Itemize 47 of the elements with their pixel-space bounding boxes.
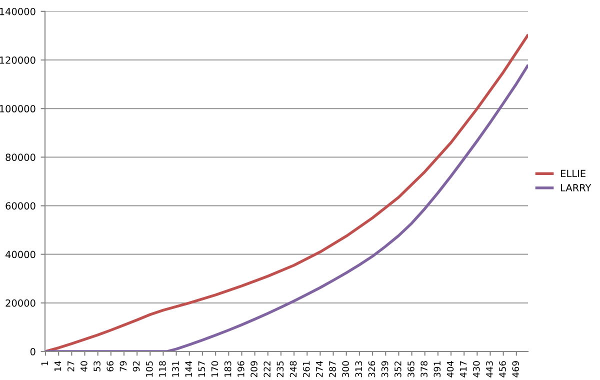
x-tick-label: 378 — [420, 361, 428, 378]
y-tick-label: 60000 — [6, 202, 36, 210]
y-tick-label: 140000 — [0, 8, 36, 16]
x-tick-label: 261 — [302, 361, 310, 378]
x-tick-label: 66 — [106, 361, 114, 372]
x-tick-label: 274 — [316, 361, 323, 378]
x-tick-label: 352 — [394, 361, 402, 378]
x-tick-label: 313 — [355, 361, 362, 378]
x-tick-label: 417 — [460, 361, 467, 378]
y-tick-label: 120000 — [0, 56, 36, 64]
y-tick-label: 0 — [30, 348, 36, 356]
x-tick-label: 196 — [238, 361, 244, 377]
x-tick-label: 79 — [120, 361, 127, 372]
x-tick-label: 105 — [146, 361, 153, 377]
x-tick-label: 222 — [264, 361, 270, 378]
x-tick-label: 118 — [159, 361, 166, 377]
x-tick-label: 92 — [132, 361, 140, 372]
x-tick-label: 456 — [499, 361, 506, 378]
x-tick-label: 14 — [54, 361, 62, 372]
x-tick-label: 300 — [342, 361, 349, 378]
x-tick-label: 170 — [211, 361, 218, 377]
x-tick-label: 404 — [446, 361, 454, 378]
x-tick-label: 430 — [472, 361, 480, 378]
x-tick-label: 287 — [329, 361, 336, 378]
legend-label: ELLIE — [561, 170, 586, 177]
x-tick-label: 131 — [172, 361, 179, 377]
x-tick-label: 469 — [512, 361, 520, 378]
x-tick-label: 183 — [224, 361, 232, 377]
y-tick-label: 40000 — [6, 250, 36, 258]
y-tick-label: 80000 — [6, 154, 36, 161]
x-tick-label: 443 — [486, 361, 493, 378]
x-tick-label: 40 — [80, 361, 88, 372]
x-tick-label: 27 — [67, 361, 74, 372]
legend-label: LARRY — [561, 184, 592, 192]
x-tick-label: 391 — [434, 361, 441, 378]
x-tick-label: 1 — [41, 361, 48, 366]
x-tick-label: 144 — [185, 361, 192, 377]
y-tick-label: 20000 — [6, 299, 36, 307]
x-tick-label: 326 — [368, 361, 376, 378]
x-tick-label: 157 — [198, 361, 206, 377]
x-tick-label: 53 — [94, 361, 100, 372]
x-tick-label: 235 — [276, 361, 284, 378]
x-tick-label: 209 — [250, 361, 258, 378]
x-tick-label: 248 — [290, 361, 297, 378]
x-tick-label: 365 — [408, 361, 414, 378]
y-tick-label: 100000 — [0, 105, 36, 112]
x-tick-label: 339 — [381, 361, 388, 378]
